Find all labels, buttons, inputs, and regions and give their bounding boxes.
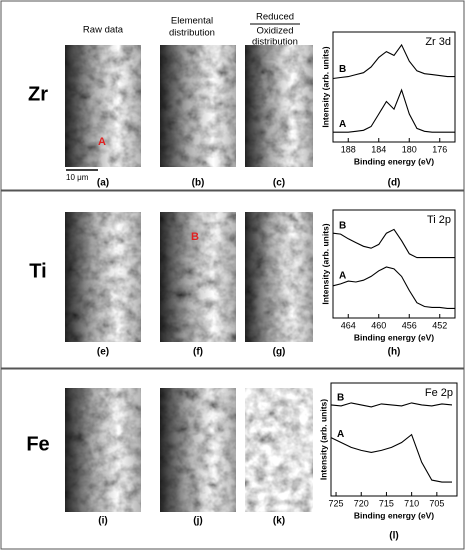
micrograph-shade: [160, 45, 236, 167]
x-tick-label: 180: [402, 144, 417, 154]
micrograph-shade: [65, 45, 141, 167]
micrograph-shade: [245, 212, 313, 342]
x-tick-label: 720: [354, 498, 369, 508]
x-tick-label: 460: [371, 320, 386, 330]
scale-bar-label: 10 μm: [66, 173, 89, 182]
spectrum-line: [333, 88, 455, 133]
panel-label: (a): [97, 178, 109, 189]
panel-label: (l): [389, 531, 398, 542]
column-header: Oxidized: [257, 26, 294, 37]
panel-label: (k): [273, 516, 285, 527]
spectrum-line: [330, 402, 453, 408]
micrograph-shade: [160, 388, 236, 512]
y-axis-label: Intensity (arb. units): [320, 223, 330, 304]
x-tick-label: 464: [341, 320, 356, 330]
series-label: A: [339, 271, 346, 282]
element-label: Fe: [26, 433, 49, 455]
panel-label: (j): [193, 516, 202, 527]
spectrum-title: Ti 2p: [427, 214, 451, 226]
spectrum-line: [332, 266, 455, 309]
column-header: Elemental: [171, 16, 213, 27]
column-header: Raw data: [83, 25, 124, 36]
spectrum-title: Fe 2p: [425, 387, 453, 399]
x-tick-label: 715: [379, 498, 394, 508]
micrograph-shade: [65, 388, 141, 512]
panel-label: (h): [388, 347, 401, 358]
series-label: A: [337, 429, 344, 440]
point-marker: A: [98, 136, 106, 148]
panel-label: (f): [193, 347, 203, 358]
x-tick-label: 710: [404, 498, 419, 508]
x-tick-label: 705: [429, 498, 444, 508]
x-tick-label: 452: [432, 320, 447, 330]
x-axis-label: Binding energy (eV): [354, 510, 434, 520]
column-header: distribution: [169, 28, 215, 39]
row-frame: [0, 0, 465, 191]
column-header: distribution: [252, 37, 298, 48]
x-tick-label: 176: [432, 144, 447, 154]
column-header: Reduced: [256, 12, 294, 23]
panel-label: (b): [192, 178, 205, 189]
x-tick-label: 725: [329, 498, 344, 508]
x-axis-label: Binding energy (eV): [354, 156, 434, 166]
micrograph-shade: [65, 212, 141, 342]
panel-label: (d): [388, 178, 401, 189]
panel-label: (e): [97, 347, 109, 358]
micrograph-shade: [245, 45, 313, 167]
point-marker: B: [191, 231, 199, 243]
panel-label: (c): [273, 178, 285, 189]
spectrum-line: [330, 433, 452, 483]
x-axis-label: Binding energy (eV): [354, 332, 434, 342]
row-frame: [0, 368, 465, 550]
micrograph: [245, 388, 313, 512]
plot-frame: [332, 209, 456, 319]
micrograph-shade: [160, 212, 236, 342]
series-label: A: [339, 119, 346, 130]
panel-label: (g): [273, 347, 286, 358]
spectrum-title: Zr 3d: [425, 36, 451, 48]
panel-label: (i): [98, 516, 107, 527]
element-label: Zr: [28, 83, 48, 105]
series-label: B: [337, 393, 344, 404]
series-label: B: [339, 64, 346, 75]
plot-frame: [330, 382, 458, 497]
row-frame: [0, 190, 465, 369]
element-label: Ti: [29, 260, 46, 282]
series-label: B: [339, 221, 346, 232]
plot-frame: [332, 31, 456, 143]
y-axis-label: Intensity (arb. units): [318, 399, 328, 480]
spectrum-line: [332, 43, 455, 80]
x-tick-label: 184: [371, 144, 386, 154]
x-tick-label: 188: [341, 144, 356, 154]
spectrum-line: [332, 228, 455, 259]
y-axis-label: Intensity (arb. units): [320, 46, 330, 127]
x-tick-label: 456: [402, 320, 417, 330]
